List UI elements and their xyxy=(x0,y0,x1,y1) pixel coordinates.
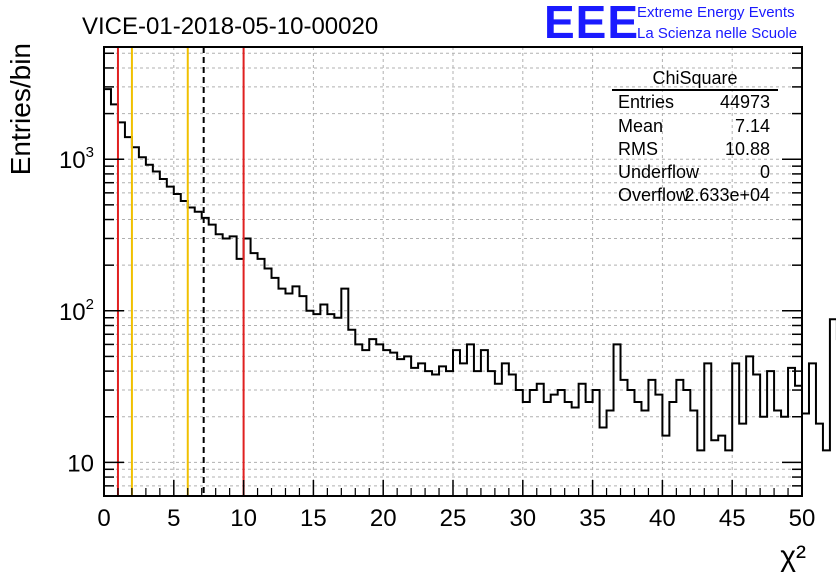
stats-label: Overflow xyxy=(618,185,690,205)
y-tick-label: 103 xyxy=(59,144,94,174)
x-tick-label: 0 xyxy=(97,505,110,532)
stats-label: Underflow xyxy=(618,162,700,182)
x-tick-label: 15 xyxy=(300,505,327,532)
y-tick-labels: 10 102 103 xyxy=(59,144,94,477)
stats-row-overflow: Overflow 2.633e+04 xyxy=(618,185,770,207)
stats-label: Mean xyxy=(618,116,664,136)
logo-line-1: Extreme Energy Events xyxy=(637,4,795,21)
stats-row-entries: Entries 44973 xyxy=(618,92,770,114)
stats-value: 0 xyxy=(759,162,770,182)
y-axis-label: Entries/bin xyxy=(5,43,36,175)
stats-divider xyxy=(612,89,778,91)
x-tick-label: 20 xyxy=(370,505,397,532)
y-tick-label: 102 xyxy=(59,296,94,326)
x-tick-label: 30 xyxy=(509,505,536,532)
eee-logo: EEE Extreme Energy Events La Scienza nel… xyxy=(544,0,834,48)
y-tick-label: 10 xyxy=(67,450,94,477)
x-tick-label: 40 xyxy=(649,505,676,532)
eee-logo-mark: EEE xyxy=(544,0,640,48)
axis-ticks xyxy=(103,52,803,497)
stats-label: RMS xyxy=(618,139,658,159)
stats-value: 10.88 xyxy=(724,139,770,159)
x-tick-label: 35 xyxy=(579,505,606,532)
x-tick-label: 10 xyxy=(230,505,257,532)
stats-label: Entries xyxy=(618,92,675,112)
x-tick-label: 50 xyxy=(789,505,816,532)
stats-row-mean: Mean 7.14 xyxy=(618,116,770,138)
x-tick-label: 25 xyxy=(440,505,467,532)
histogram-step-line xyxy=(104,88,836,452)
reference-lines xyxy=(116,47,245,496)
grid xyxy=(104,47,802,497)
histogram xyxy=(104,88,836,452)
stats-row-underflow: Underflow 0 xyxy=(618,162,770,184)
stats-value: 44973 xyxy=(719,92,770,112)
x-tick-label: 45 xyxy=(719,505,746,532)
stats-value: 2.633e+04 xyxy=(684,185,770,205)
stats-row-rms: RMS 10.88 xyxy=(618,139,770,161)
stats-value: 7.14 xyxy=(734,116,770,136)
chart-title: VICE-01-2018-05-10-00020 xyxy=(82,13,378,40)
stats-title: ChiSquare xyxy=(652,68,738,88)
x-tick-label: 5 xyxy=(167,505,180,532)
logo-line-2: La Scienza nelle Scuole xyxy=(637,25,798,42)
x-axis-label: χ² xyxy=(780,540,806,572)
x-tick-labels: 0 5 10 15 20 25 30 35 40 45 50 xyxy=(97,505,815,532)
